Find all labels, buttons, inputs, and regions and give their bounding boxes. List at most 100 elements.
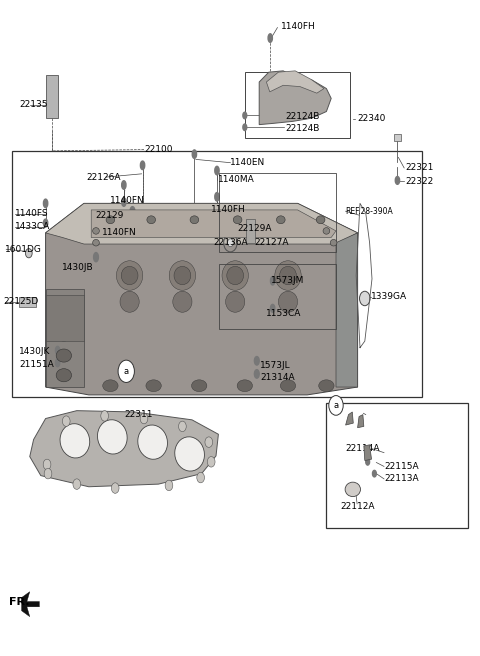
Ellipse shape — [165, 480, 173, 491]
Ellipse shape — [268, 33, 272, 42]
Bar — [326, 403, 468, 528]
Ellipse shape — [146, 380, 161, 392]
Ellipse shape — [243, 124, 247, 131]
Text: 22126A: 22126A — [86, 173, 121, 182]
Ellipse shape — [97, 420, 127, 454]
Ellipse shape — [190, 216, 199, 224]
Ellipse shape — [260, 220, 273, 233]
Polygon shape — [364, 445, 372, 461]
Text: 1430JB: 1430JB — [62, 263, 94, 272]
Ellipse shape — [226, 291, 245, 312]
Text: 1573JM: 1573JM — [271, 276, 305, 285]
Polygon shape — [336, 233, 358, 387]
Text: 1433CA: 1433CA — [15, 222, 50, 232]
Ellipse shape — [122, 180, 126, 190]
Ellipse shape — [275, 261, 301, 290]
Ellipse shape — [122, 198, 126, 207]
Text: 22100: 22100 — [144, 145, 172, 154]
Text: 1140FN: 1140FN — [102, 228, 136, 237]
Text: 1430JK: 1430JK — [19, 347, 50, 356]
Ellipse shape — [192, 150, 197, 158]
Ellipse shape — [179, 421, 186, 432]
Text: 22136A: 22136A — [213, 238, 248, 247]
Polygon shape — [46, 295, 84, 341]
Polygon shape — [22, 592, 39, 617]
Ellipse shape — [94, 253, 98, 262]
Ellipse shape — [276, 216, 285, 224]
Bar — [219, 264, 336, 329]
Text: 22127A: 22127A — [254, 238, 289, 247]
Ellipse shape — [103, 380, 118, 392]
Ellipse shape — [228, 239, 233, 247]
Text: 22124B: 22124B — [286, 112, 320, 121]
Text: 1140FH: 1140FH — [211, 205, 246, 215]
Ellipse shape — [372, 470, 376, 477]
Ellipse shape — [270, 277, 275, 285]
Text: a: a — [334, 401, 338, 410]
Ellipse shape — [280, 380, 296, 392]
Polygon shape — [266, 71, 324, 93]
Ellipse shape — [360, 291, 370, 306]
Ellipse shape — [329, 396, 343, 415]
Ellipse shape — [254, 370, 259, 378]
Ellipse shape — [55, 359, 60, 367]
Polygon shape — [259, 71, 331, 125]
Ellipse shape — [93, 239, 99, 246]
Ellipse shape — [43, 199, 48, 207]
Ellipse shape — [215, 166, 219, 175]
Ellipse shape — [106, 216, 115, 224]
Polygon shape — [46, 203, 358, 395]
Text: 22311: 22311 — [125, 410, 153, 419]
Ellipse shape — [101, 411, 108, 421]
Ellipse shape — [43, 219, 48, 227]
Bar — [246, 219, 255, 243]
Text: 22125D: 22125D — [4, 297, 39, 306]
Ellipse shape — [118, 360, 134, 382]
Ellipse shape — [205, 437, 213, 447]
Ellipse shape — [192, 380, 207, 392]
Text: 1573JL: 1573JL — [260, 361, 291, 370]
Ellipse shape — [25, 249, 32, 258]
Ellipse shape — [395, 176, 399, 184]
Polygon shape — [346, 412, 353, 425]
Text: 21151A: 21151A — [19, 360, 54, 369]
Text: 22115A: 22115A — [384, 462, 419, 471]
Ellipse shape — [227, 266, 244, 285]
Ellipse shape — [73, 479, 81, 489]
Ellipse shape — [130, 207, 135, 216]
Ellipse shape — [319, 380, 334, 392]
Ellipse shape — [56, 349, 72, 362]
Ellipse shape — [215, 193, 219, 201]
Ellipse shape — [138, 425, 168, 459]
Text: 1601DG: 1601DG — [5, 245, 42, 254]
Text: 1339GA: 1339GA — [371, 292, 407, 301]
Ellipse shape — [330, 239, 337, 246]
Text: 1140MA: 1140MA — [218, 175, 255, 184]
Text: 1140FS: 1140FS — [15, 209, 49, 218]
Text: 22113A: 22113A — [384, 474, 419, 483]
Ellipse shape — [56, 307, 72, 320]
Text: 1153CA: 1153CA — [266, 309, 302, 318]
Text: 1140FN: 1140FN — [110, 195, 145, 205]
Polygon shape — [91, 210, 336, 237]
Text: 22124B: 22124B — [286, 124, 320, 133]
Ellipse shape — [366, 459, 370, 465]
Text: 22322: 22322 — [406, 176, 434, 186]
Ellipse shape — [62, 416, 70, 426]
Ellipse shape — [140, 161, 145, 169]
Ellipse shape — [197, 472, 204, 483]
Ellipse shape — [169, 261, 196, 290]
Text: 22340: 22340 — [358, 114, 386, 123]
Text: 1140EN: 1140EN — [230, 158, 265, 167]
Text: 22321: 22321 — [406, 163, 434, 173]
Text: FR.: FR. — [9, 597, 29, 607]
Ellipse shape — [233, 216, 242, 224]
Ellipse shape — [55, 346, 60, 354]
Polygon shape — [30, 411, 218, 487]
Ellipse shape — [279, 266, 296, 285]
Text: 22112A: 22112A — [341, 502, 375, 511]
Ellipse shape — [237, 380, 252, 392]
Text: 22129: 22129 — [95, 211, 123, 220]
Bar — [46, 75, 58, 118]
Ellipse shape — [278, 291, 298, 312]
